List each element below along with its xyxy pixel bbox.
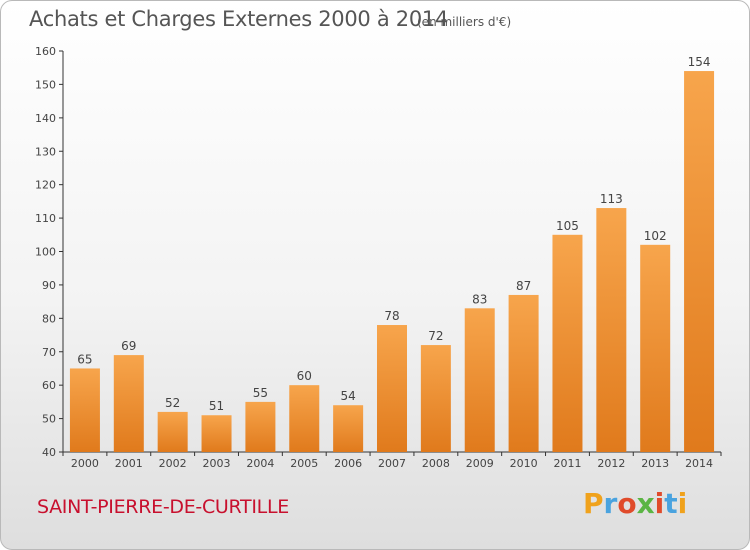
bar (596, 208, 627, 452)
bar (289, 385, 320, 452)
logo-letter: i (677, 487, 688, 520)
y-tick-label: 90 (42, 279, 56, 292)
logo-letter: P (583, 487, 604, 520)
bar (201, 415, 232, 452)
proxiti-logo[interactable]: Proxiti (583, 487, 687, 520)
y-tick-label: 110 (35, 212, 56, 225)
bar (69, 368, 100, 452)
chart-unit: (en milliers d'€) (417, 15, 512, 29)
bar (684, 71, 715, 453)
x-tick-label: 2009 (466, 457, 494, 470)
x-tick-label: 2012 (597, 457, 625, 470)
y-tick-label: 50 (42, 413, 56, 426)
bar-value-label: 102 (644, 229, 667, 243)
x-tick-label: 2002 (159, 457, 187, 470)
bar-value-label: 113 (600, 192, 623, 206)
bar-value-label: 154 (688, 55, 711, 69)
bar-value-label: 87 (516, 279, 531, 293)
y-tick-label: 150 (35, 78, 56, 91)
bar-value-label: 83 (472, 292, 487, 306)
chart-title: Achats et Charges Externes 2000 à 2014 (29, 7, 449, 31)
y-tick-label: 40 (42, 446, 56, 459)
y-tick-label: 100 (35, 246, 56, 259)
bar-value-label: 72 (428, 329, 443, 343)
logo-letter: t (664, 487, 678, 520)
y-tick-label: 160 (35, 45, 56, 58)
bar-value-label: 65 (77, 352, 92, 366)
y-tick-label: 130 (35, 145, 56, 158)
bar (464, 308, 495, 452)
x-tick-label: 2003 (203, 457, 231, 470)
y-tick-label: 80 (42, 312, 56, 325)
x-tick-label: 2010 (510, 457, 538, 470)
bar-value-label: 69 (121, 339, 136, 353)
x-tick-label: 2004 (246, 457, 274, 470)
bar (640, 244, 671, 452)
logo-letter: x (636, 487, 655, 520)
bar (333, 405, 364, 452)
x-tick-label: 2008 (422, 457, 450, 470)
bar-value-label: 52 (165, 396, 180, 410)
x-tick-label: 2007 (378, 457, 406, 470)
logo-letter: i (654, 487, 665, 520)
x-tick-label: 2001 (115, 457, 143, 470)
logo-letter: o (617, 487, 637, 520)
bar (245, 401, 276, 452)
x-tick-label: 2000 (71, 457, 99, 470)
bar-value-label: 60 (297, 369, 312, 383)
bar-value-label: 55 (253, 386, 268, 400)
bar-value-label: 105 (556, 219, 579, 233)
y-tick-label: 120 (35, 179, 56, 192)
logo-letter: r (603, 487, 618, 520)
bar (157, 411, 188, 452)
y-tick-label: 60 (42, 379, 56, 392)
bar-value-label: 51 (209, 399, 224, 413)
bar (552, 234, 583, 452)
bar (420, 345, 451, 452)
bar-value-label: 78 (384, 309, 399, 323)
x-tick-label: 2005 (290, 457, 318, 470)
y-tick-label: 140 (35, 112, 56, 125)
y-tick-label: 70 (42, 346, 56, 359)
x-tick-label: 2011 (553, 457, 581, 470)
bar-value-label: 54 (340, 389, 355, 403)
x-tick-label: 2014 (685, 457, 713, 470)
x-tick-label: 2006 (334, 457, 362, 470)
bar (377, 325, 407, 452)
bar (508, 294, 539, 452)
commune-name: SAINT-PIERRE-DE-CURTILLE (37, 496, 289, 518)
x-tick-label: 2013 (641, 457, 669, 470)
bar (113, 355, 144, 452)
